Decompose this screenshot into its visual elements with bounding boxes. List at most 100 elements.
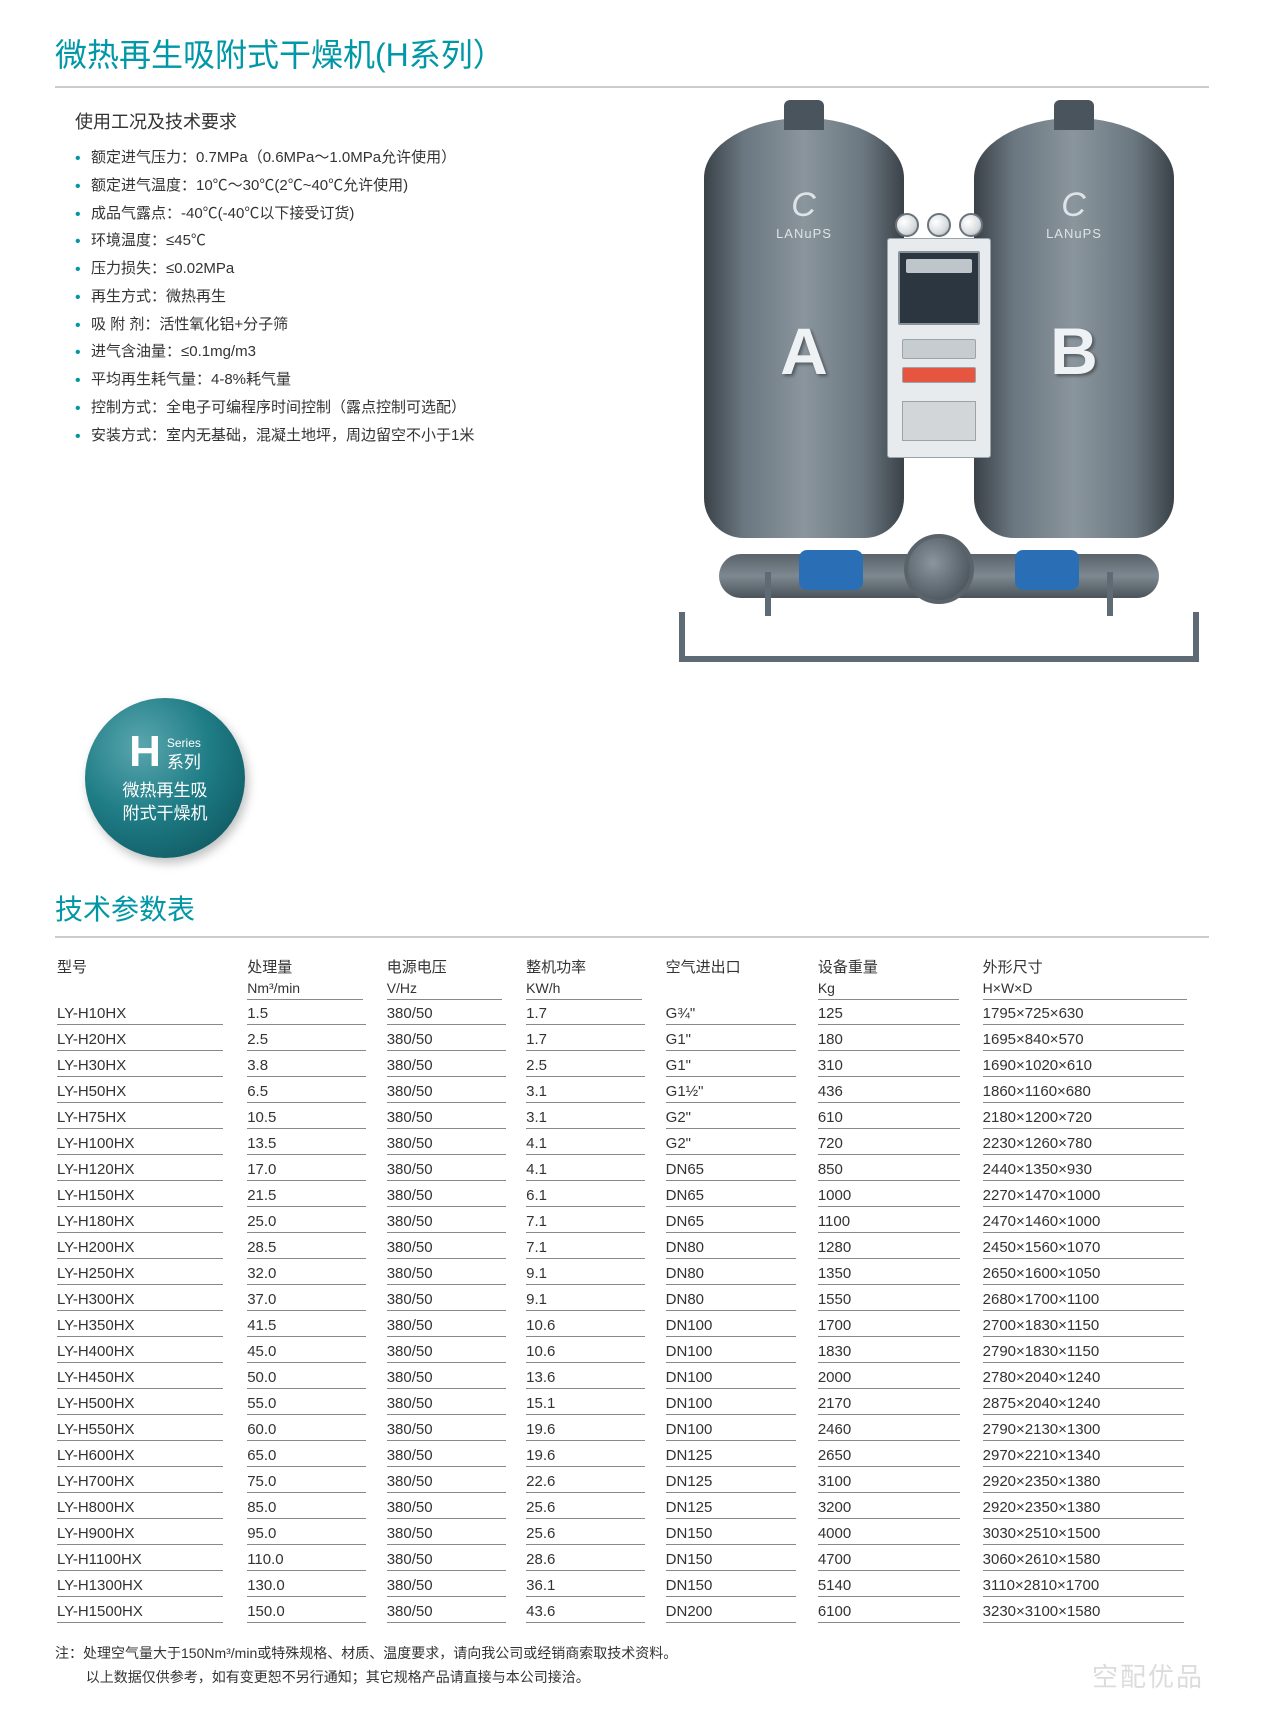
table-cell: 37.0 [245, 1288, 384, 1314]
table-cell: 2790×2130×1300 [981, 1418, 1209, 1444]
table-cell: 380/50 [385, 1184, 524, 1210]
table-cell: 380/50 [385, 1158, 524, 1184]
table-cell: 60.0 [245, 1418, 384, 1444]
table-cell: 2470×1460×1000 [981, 1210, 1209, 1236]
table-cell: 2650×1600×1050 [981, 1262, 1209, 1288]
table-cell: 3230×3100×1580 [981, 1600, 1209, 1626]
spec-item: 吸 附 剂：活性氧化铝+分子筛 [75, 311, 649, 339]
gauge-icon [959, 213, 983, 237]
table-cell: 4700 [816, 1548, 981, 1574]
table-cell: 380/50 [385, 1080, 524, 1106]
table-row: LY-H180HX25.0380/507.1DN6511002470×1460×… [55, 1210, 1209, 1236]
table-cell: 2.5 [524, 1054, 663, 1080]
table-cell: 75.0 [245, 1470, 384, 1496]
table-column-header: 处理量Nm³/min [245, 952, 384, 1002]
table-cell: LY-H500HX [55, 1392, 245, 1418]
table-cell: LY-H1100HX [55, 1548, 245, 1574]
table-row: LY-H350HX41.5380/5010.6DN10017002700×183… [55, 1314, 1209, 1340]
table-cell: 380/50 [385, 1444, 524, 1470]
table-cell: 720 [816, 1132, 981, 1158]
table-cell: 3.1 [524, 1106, 663, 1132]
table-cell: 380/50 [385, 1132, 524, 1158]
table-header-row: 型号 处理量Nm³/min电源电压V/Hz整机功率KW/h空气进出口 设备重量K… [55, 952, 1209, 1002]
table-row: LY-H800HX85.0380/5025.6DN12532002920×235… [55, 1496, 1209, 1522]
table-cell: 380/50 [385, 1496, 524, 1522]
footnote-prefix: 注： [55, 1645, 83, 1661]
table-cell: DN200 [664, 1600, 816, 1626]
table-cell: 7.1 [524, 1236, 663, 1262]
table-cell: DN150 [664, 1522, 816, 1548]
table-cell: 50.0 [245, 1366, 384, 1392]
table-cell: 2650 [816, 1444, 981, 1470]
spec-item: 环境温度：≤45℃ [75, 227, 649, 255]
table-cell: 85.0 [245, 1496, 384, 1522]
base-frame [689, 518, 1189, 668]
table-cell: 3.8 [245, 1054, 384, 1080]
panel-lcd [898, 251, 980, 325]
table-cell: LY-H180HX [55, 1210, 245, 1236]
table-cell: DN80 [664, 1262, 816, 1288]
table-cell: LY-H800HX [55, 1496, 245, 1522]
table-cell: 380/50 [385, 1574, 524, 1600]
table-row: LY-H1300HX130.0380/5036.1DN15051403110×2… [55, 1574, 1209, 1600]
table-cell: DN65 [664, 1184, 816, 1210]
table-cell: 45.0 [245, 1340, 384, 1366]
badge-series: Series 系列 [167, 736, 201, 774]
table-cell: 2875×2040×1240 [981, 1392, 1209, 1418]
table-row: LY-H100HX13.5380/504.1G2"7202230×1260×78… [55, 1132, 1209, 1158]
watermark: 空配优品 [1092, 1657, 1204, 1694]
table-cell: 28.5 [245, 1236, 384, 1262]
table-row: LY-H1500HX150.0380/5043.6DN20061003230×3… [55, 1600, 1209, 1626]
table-row: LY-H250HX32.0380/509.1DN8013502650×1600×… [55, 1262, 1209, 1288]
table-cell: 21.5 [245, 1184, 384, 1210]
tank-a-label: A [780, 313, 828, 389]
table-row: LY-H200HX28.5380/507.1DN8012802450×1560×… [55, 1236, 1209, 1262]
table-row: LY-H900HX95.0380/5025.6DN15040003030×251… [55, 1522, 1209, 1548]
table-cell: 436 [816, 1080, 981, 1106]
spec-item: 额定进气压力：0.7MPa（0.6MPa～1.0MPa允许使用） [75, 144, 649, 172]
table-row: LY-H550HX60.0380/5019.6DN10024602790×213… [55, 1418, 1209, 1444]
footnote-line-2: 以上数据仅供参考，如有变更恕不另行通知；其它规格产品请直接与本公司接洽。 [55, 1666, 1209, 1690]
table-cell: 2700×1830×1150 [981, 1314, 1209, 1340]
table-cell: DN150 [664, 1574, 816, 1600]
table-cell: 2450×1560×1070 [981, 1236, 1209, 1262]
center-valve-icon [904, 534, 974, 604]
table-cell: 25.6 [524, 1522, 663, 1548]
table-cell: 2790×1830×1150 [981, 1340, 1209, 1366]
specs-heading: 使用工况及技术要求 [75, 108, 649, 134]
spec-item: 平均再生耗气量：4-8%耗气量 [75, 366, 649, 394]
table-row: LY-H400HX45.0380/5010.6DN10018302790×183… [55, 1340, 1209, 1366]
panel-block [902, 339, 976, 359]
table-cell: 19.6 [524, 1444, 663, 1470]
table-cell: 4000 [816, 1522, 981, 1548]
spec-item: 再生方式：微热再生 [75, 283, 649, 311]
table-cell: 10.5 [245, 1106, 384, 1132]
table-cell: LY-H350HX [55, 1314, 245, 1340]
tank-b-label: B [1050, 313, 1098, 389]
table-cell: 380/50 [385, 1522, 524, 1548]
table-cell: 380/50 [385, 1106, 524, 1132]
table-cell: 19.6 [524, 1418, 663, 1444]
table-row: LY-H50HX6.5380/503.1G1½"4361860×1160×680 [55, 1080, 1209, 1106]
table-cell: 380/50 [385, 1028, 524, 1054]
table-cell: DN80 [664, 1236, 816, 1262]
table-cell: 310 [816, 1054, 981, 1080]
table-column-header: 外形尺寸H×W×D [981, 952, 1209, 1002]
table-cell: 610 [816, 1106, 981, 1132]
table-cell: 1350 [816, 1262, 981, 1288]
table-column-header: 电源电压V/Hz [385, 952, 524, 1002]
table-cell: LY-H300HX [55, 1288, 245, 1314]
table-cell: 130.0 [245, 1574, 384, 1600]
product-image: C LANuPS A C LANuPS B [669, 108, 1209, 668]
table-cell: 17.0 [245, 1158, 384, 1184]
footnotes: 注：处理空气量大于150Nm³/min或特殊规格、材质、温度要求，请向我公司或经… [55, 1642, 1209, 1690]
table-cell: 1695×840×570 [981, 1028, 1209, 1054]
table-cell: 2000 [816, 1366, 981, 1392]
table-cell: LY-H10HX [55, 1002, 245, 1028]
pressure-gauges [895, 213, 983, 237]
dryer-illustration: C LANuPS A C LANuPS B [689, 108, 1189, 668]
series-badge: H Series 系列 微热再生吸 附式干燥机 [85, 698, 245, 858]
page-title: 微热再生吸附式干燥机(H系列） [55, 30, 1209, 88]
brand-logo-a: C LANuPS [776, 188, 832, 241]
table-column-header: 设备重量Kg [816, 952, 981, 1002]
